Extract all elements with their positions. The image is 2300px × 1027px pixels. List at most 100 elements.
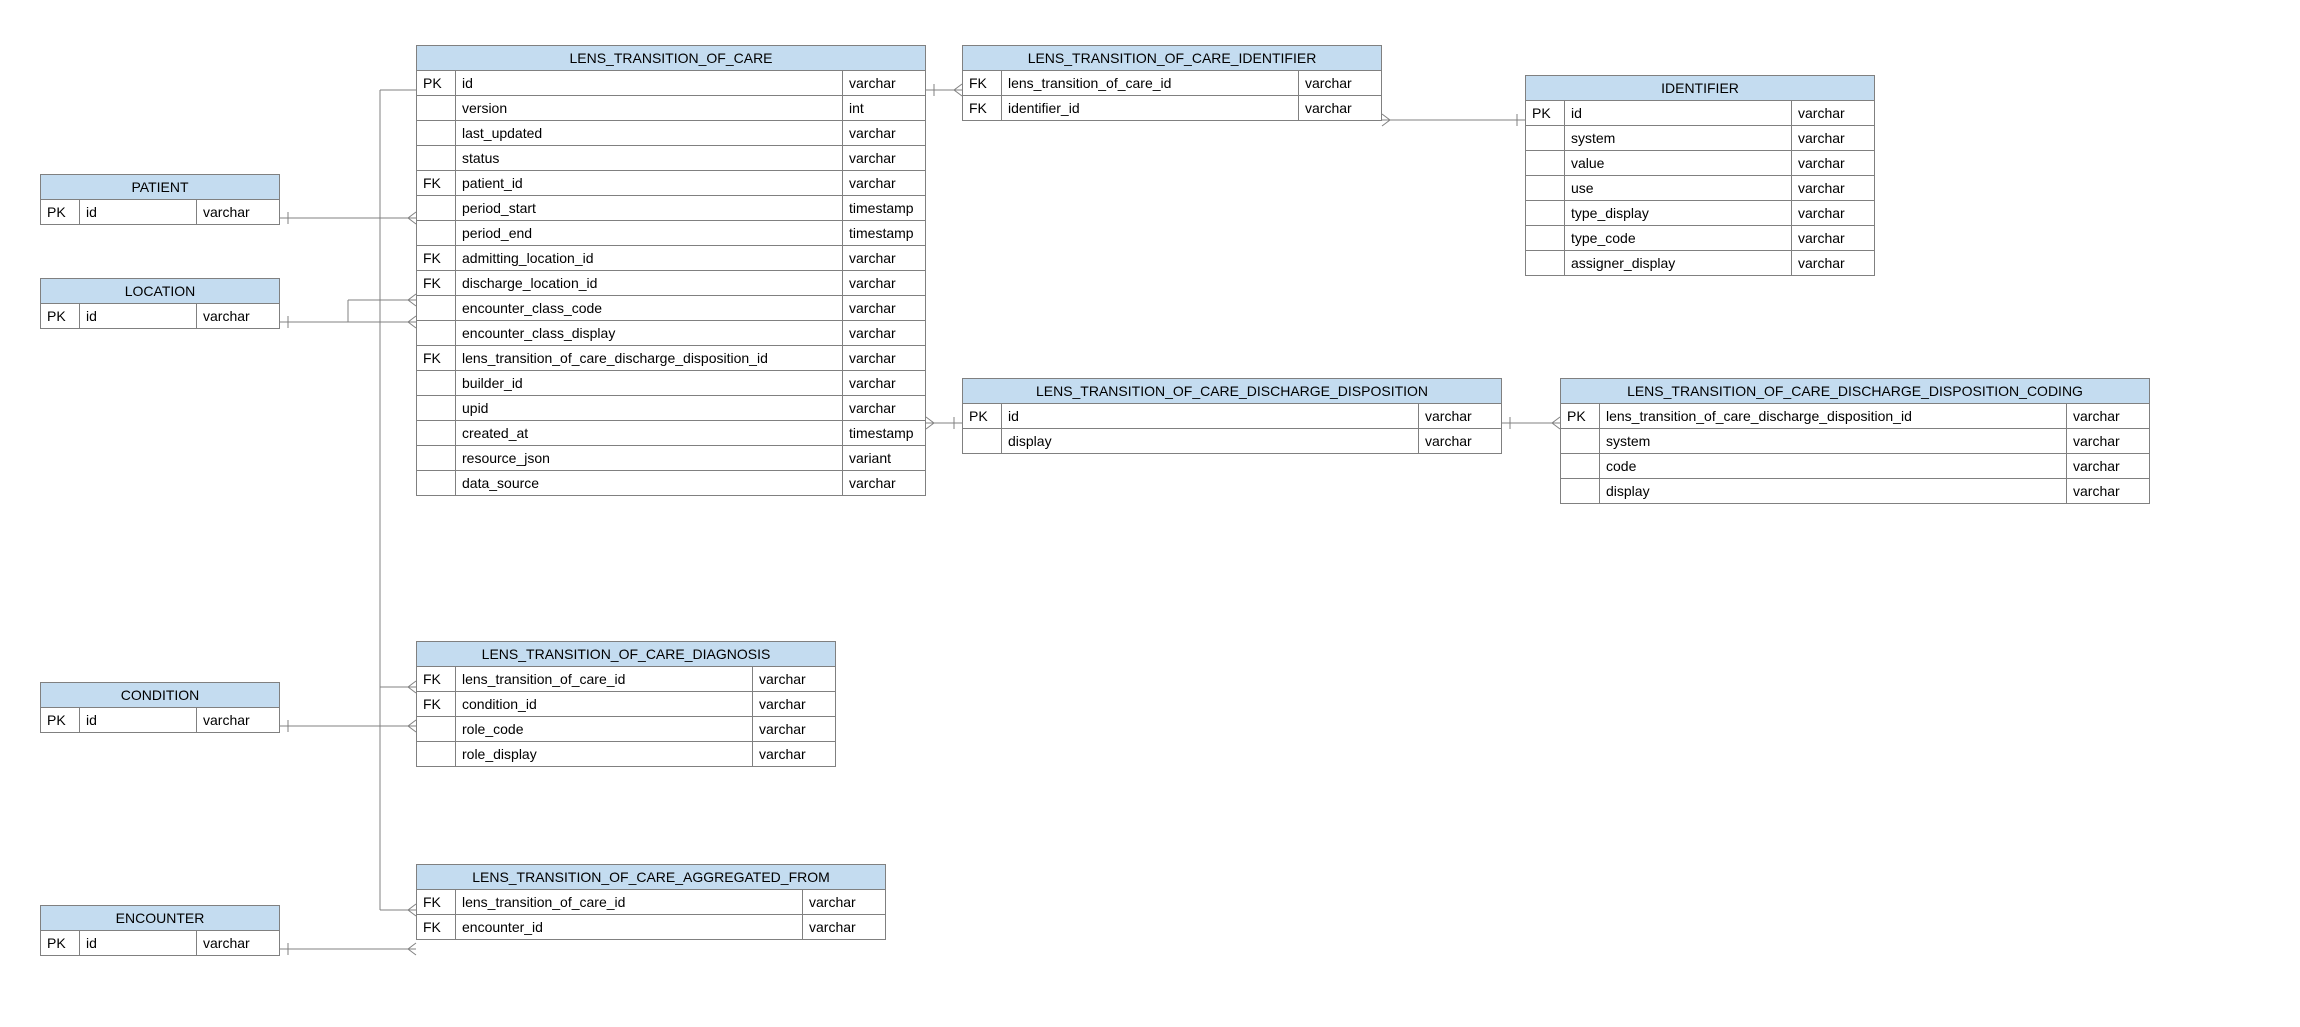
name-cell: id (1565, 101, 1792, 126)
name-cell: period_start (456, 196, 843, 221)
entity-row: FKcondition_idvarchar (417, 692, 836, 717)
type-cell: varchar (843, 71, 926, 96)
key-cell: FK (963, 96, 1002, 121)
name-cell: condition_id (456, 692, 753, 717)
key-cell (417, 371, 456, 396)
entity-row: PKidvarchar (417, 71, 926, 96)
entity-row: PKidvarchar (963, 404, 1502, 429)
key-cell: PK (1526, 101, 1565, 126)
name-cell: encounter_class_code (456, 296, 843, 321)
key-cell: FK (417, 692, 456, 717)
key-cell (417, 221, 456, 246)
entity-row: FKpatient_idvarchar (417, 171, 926, 196)
type-cell: varchar (803, 890, 886, 915)
type-cell: variant (843, 446, 926, 471)
entity-row: displayvarchar (1561, 479, 2150, 504)
key-cell (417, 296, 456, 321)
name-cell: lens_transition_of_care_id (456, 667, 753, 692)
name-cell: id (456, 71, 843, 96)
name-cell: id (80, 200, 197, 225)
name-cell: lens_transition_of_care_discharge_dispos… (1600, 404, 2067, 429)
key-cell (1526, 151, 1565, 176)
type-cell: varchar (753, 742, 836, 767)
key-cell (417, 146, 456, 171)
type-cell: varchar (843, 146, 926, 171)
name-cell: id (1002, 404, 1419, 429)
type-cell: varchar (843, 271, 926, 296)
key-cell (1526, 126, 1565, 151)
entity-row: PKlens_transition_of_care_discharge_disp… (1561, 404, 2150, 429)
name-cell: value (1565, 151, 1792, 176)
entity-row: versionint (417, 96, 926, 121)
name-cell: id (80, 304, 197, 329)
entity-row: displayvarchar (963, 429, 1502, 454)
entity-title: LENS_TRANSITION_OF_CARE (417, 46, 926, 71)
entity-ltoc_dd: LENS_TRANSITION_OF_CARE_DISCHARGE_DISPOS… (962, 378, 1502, 454)
entity-row: FKlens_transition_of_care_idvarchar (963, 71, 1382, 96)
entity-ltoc_ddc: LENS_TRANSITION_OF_CARE_DISCHARGE_DISPOS… (1560, 378, 2150, 504)
type-cell: varchar (1419, 429, 1502, 454)
entity-row: FKencounter_idvarchar (417, 915, 886, 940)
entity-ltoc_ident: LENS_TRANSITION_OF_CARE_IDENTIFIERFKlens… (962, 45, 1382, 121)
entity-row: codevarchar (1561, 454, 2150, 479)
key-cell (1561, 454, 1600, 479)
key-cell: PK (1561, 404, 1600, 429)
type-cell: timestamp (843, 196, 926, 221)
entity-row: period_starttimestamp (417, 196, 926, 221)
key-cell: PK (41, 708, 80, 733)
entity-location: LOCATIONPKidvarchar (40, 278, 280, 329)
key-cell (1561, 479, 1600, 504)
name-cell: system (1600, 429, 2067, 454)
key-cell: PK (41, 304, 80, 329)
key-cell (417, 471, 456, 496)
type-cell: varchar (843, 396, 926, 421)
key-cell: FK (417, 915, 456, 940)
name-cell: type_display (1565, 201, 1792, 226)
type-cell: varchar (1792, 226, 1875, 251)
name-cell: encounter_id (456, 915, 803, 940)
entity-row: builder_idvarchar (417, 371, 926, 396)
type-cell: varchar (1792, 151, 1875, 176)
key-cell (1526, 226, 1565, 251)
type-cell: varchar (843, 171, 926, 196)
entity-row: created_attimestamp (417, 421, 926, 446)
type-cell: timestamp (843, 221, 926, 246)
type-cell: varchar (1299, 71, 1382, 96)
entity-row: type_codevarchar (1526, 226, 1875, 251)
type-cell: varchar (843, 296, 926, 321)
entity-row: PKidvarchar (41, 304, 280, 329)
entity-title: IDENTIFIER (1526, 76, 1875, 101)
entity-row: valuevarchar (1526, 151, 1875, 176)
entity-title: LOCATION (41, 279, 280, 304)
key-cell: FK (417, 890, 456, 915)
type-cell: varchar (1792, 126, 1875, 151)
key-cell (417, 421, 456, 446)
name-cell: version (456, 96, 843, 121)
type-cell: varchar (197, 200, 280, 225)
entity-title: ENCOUNTER (41, 906, 280, 931)
entity-row: role_codevarchar (417, 717, 836, 742)
type-cell: varchar (1299, 96, 1382, 121)
key-cell (417, 446, 456, 471)
entity-row: period_endtimestamp (417, 221, 926, 246)
type-cell: varchar (2067, 479, 2150, 504)
type-cell: varchar (803, 915, 886, 940)
type-cell: varchar (843, 121, 926, 146)
type-cell: varchar (843, 371, 926, 396)
key-cell: FK (417, 246, 456, 271)
entity-row: assigner_displayvarchar (1526, 251, 1875, 276)
entity-ltoc_diag: LENS_TRANSITION_OF_CARE_DIAGNOSISFKlens_… (416, 641, 836, 767)
entity-row: encounter_class_displayvarchar (417, 321, 926, 346)
type-cell: int (843, 96, 926, 121)
entity-row: systemvarchar (1561, 429, 2150, 454)
entity-row: FKadmitting_location_idvarchar (417, 246, 926, 271)
name-cell: code (1600, 454, 2067, 479)
name-cell: lens_transition_of_care_id (1002, 71, 1299, 96)
entity-identifier: IDENTIFIERPKidvarcharsystemvarcharvaluev… (1525, 75, 1875, 276)
entity-encounter: ENCOUNTERPKidvarchar (40, 905, 280, 956)
name-cell: admitting_location_id (456, 246, 843, 271)
name-cell: resource_json (456, 446, 843, 471)
entity-title: LENS_TRANSITION_OF_CARE_DIAGNOSIS (417, 642, 836, 667)
name-cell: lens_transition_of_care_id (456, 890, 803, 915)
entity-row: FKlens_transition_of_care_idvarchar (417, 667, 836, 692)
